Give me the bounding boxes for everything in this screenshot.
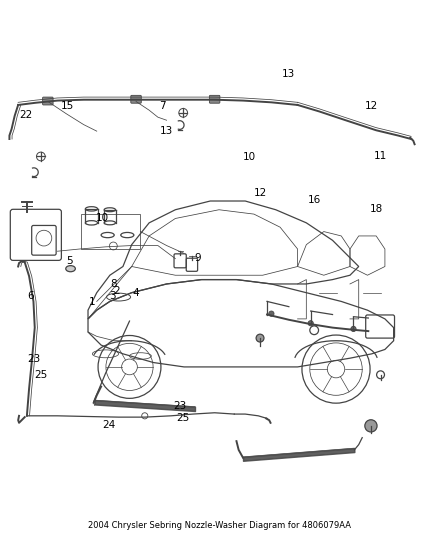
- Text: 10: 10: [243, 152, 256, 163]
- Text: 11: 11: [374, 151, 387, 161]
- Text: 15: 15: [60, 101, 74, 111]
- FancyBboxPatch shape: [42, 97, 53, 105]
- Ellipse shape: [66, 265, 75, 272]
- Text: 22: 22: [19, 110, 33, 119]
- Text: 18: 18: [370, 204, 383, 214]
- Text: 13: 13: [160, 126, 173, 136]
- Text: 10: 10: [96, 214, 109, 223]
- Text: 23: 23: [27, 354, 40, 364]
- Text: 12: 12: [364, 101, 378, 111]
- Text: 24: 24: [102, 419, 116, 430]
- Text: 6: 6: [27, 291, 34, 301]
- Text: 9: 9: [195, 253, 201, 263]
- Text: 23: 23: [173, 401, 186, 411]
- Text: 3: 3: [109, 291, 115, 301]
- Circle shape: [351, 326, 356, 332]
- Text: 5: 5: [67, 256, 73, 266]
- Circle shape: [269, 311, 274, 316]
- Circle shape: [308, 321, 313, 326]
- Text: 16: 16: [307, 195, 321, 205]
- Text: 12: 12: [254, 188, 267, 198]
- Text: 7: 7: [159, 101, 166, 111]
- Text: 2004 Chrysler Sebring Nozzle-Washer Diagram for 4806079AA: 2004 Chrysler Sebring Nozzle-Washer Diag…: [88, 521, 350, 530]
- Text: 4: 4: [133, 288, 139, 298]
- FancyBboxPatch shape: [131, 95, 141, 103]
- Text: 2: 2: [113, 286, 120, 295]
- Text: 8: 8: [110, 279, 117, 289]
- Text: 25: 25: [177, 414, 190, 423]
- Text: 1: 1: [89, 297, 95, 308]
- Circle shape: [256, 334, 264, 342]
- Text: 13: 13: [281, 69, 295, 78]
- Text: 25: 25: [34, 370, 47, 380]
- Circle shape: [365, 420, 377, 432]
- FancyBboxPatch shape: [209, 95, 220, 103]
